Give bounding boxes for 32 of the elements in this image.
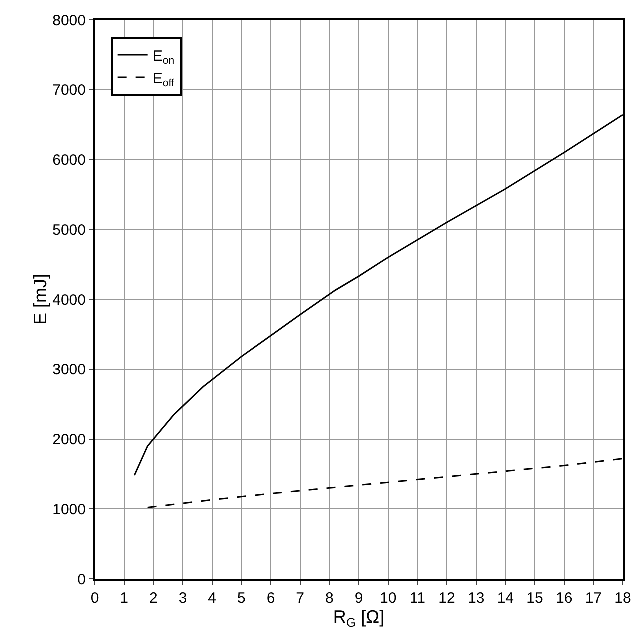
x-tick-label: 14	[497, 590, 514, 607]
legend-label: E$_{off}$	[152, 70, 174, 90]
x-tick-label: 13	[468, 590, 485, 607]
x-tick-label: 18	[614, 590, 632, 607]
y-tick-label: 3000	[52, 362, 86, 379]
x-tick-label: 15	[526, 590, 544, 607]
x-tick-label: 3	[178, 590, 188, 607]
x-tick-label: 4	[208, 590, 216, 607]
y-tick-label: 1000	[52, 501, 86, 518]
x-tick-label: 0	[90, 590, 100, 607]
y-tick-label: 6000	[52, 152, 86, 169]
x-tick-label: 5	[238, 590, 246, 607]
x-tick-label: 11	[410, 590, 426, 607]
x-tick-label: 1	[120, 590, 128, 607]
y-tick-label: 7000	[52, 82, 86, 100]
y-tick-label: 8000	[52, 12, 86, 30]
x-tick-label: 16	[556, 590, 573, 607]
x-tick-label: 7	[296, 590, 304, 607]
y-tick-label: 5000	[52, 222, 86, 239]
y-tick-label: 2000	[52, 432, 86, 448]
y-tick-label: 4000	[52, 292, 86, 309]
x-tick-label: 10	[380, 590, 397, 607]
x-axis-title: R$_{G}$ [Ω]	[333, 607, 385, 630]
legend-label: E$_{on}$	[152, 48, 175, 68]
y-tick-label: 0	[78, 571, 86, 588]
x-tick-label: 6	[266, 590, 276, 607]
x-tick-label: 8	[326, 590, 334, 607]
y-axis-title: E [mJ]	[30, 274, 51, 326]
x-tick-label: 12	[438, 590, 456, 607]
x-tick-label: 2	[150, 590, 158, 607]
x-tick-label: 17	[585, 590, 602, 607]
x-tick-label: 9	[354, 590, 364, 607]
